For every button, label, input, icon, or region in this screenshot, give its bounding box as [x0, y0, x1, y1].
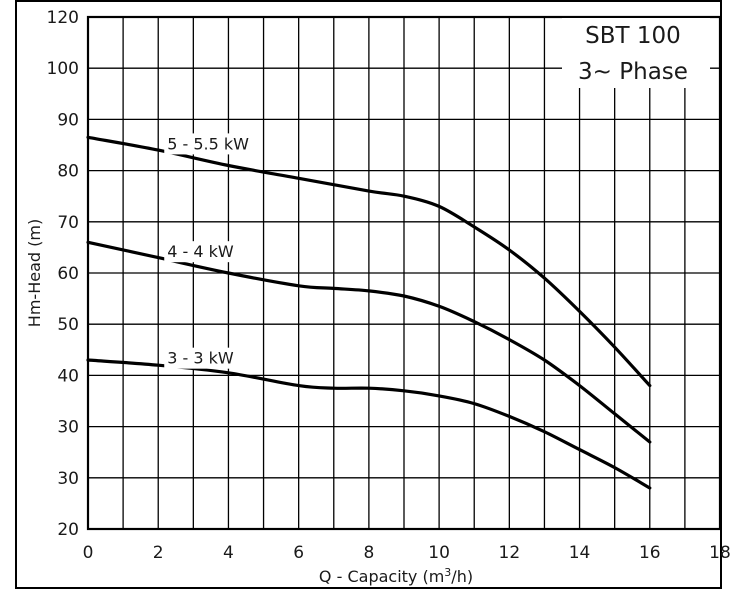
- y-tick-label: 30: [57, 469, 79, 489]
- x-axis-label-suffix: /h): [451, 567, 473, 586]
- x-tick-label: 4: [223, 543, 234, 563]
- grid-layer: [86, 15, 722, 531]
- x-tick-label: 0: [83, 543, 94, 563]
- series-line-1: [86, 135, 652, 388]
- chart-title: SBT 100: [585, 23, 681, 49]
- series-line-3: [86, 358, 652, 490]
- y-tick-label: 30: [57, 418, 79, 438]
- series-label-background: [164, 347, 237, 369]
- x-tick-label: 8: [363, 543, 374, 563]
- x-tick-label: 16: [639, 543, 661, 563]
- x-axis-label: Q - Capacity (m3/h): [319, 566, 473, 587]
- title-box: [562, 18, 710, 88]
- series-label-1: 5 - 5.5 kW: [167, 134, 249, 153]
- y-tick-label: 20: [57, 520, 79, 540]
- x-tick-label: 6: [293, 543, 304, 563]
- series-label-3: 3 - 3 kW: [167, 349, 234, 368]
- curve-layer: [86, 135, 652, 490]
- tick-layer: 0 2 4 6 8 10 12 14 16 18 20 30 30 40 50 60 70 80 90 100 120: [47, 8, 731, 563]
- series-label-2: 4 - 4 kW: [167, 242, 234, 261]
- y-tick-label: 80: [57, 162, 79, 182]
- x-tick-label: 10: [428, 543, 450, 563]
- y-axis-label: Hm-Head (m): [25, 219, 44, 327]
- plot-border: [86, 15, 722, 531]
- x-axis-label-superscript: 3: [444, 566, 451, 579]
- x-tick-label: 2: [153, 543, 164, 563]
- x-tick-label: 18: [709, 543, 731, 563]
- y-tick-label: 40: [57, 366, 79, 386]
- x-axis-label-prefix: Q - Capacity (m: [319, 567, 444, 586]
- series-label-layer: 5 - 5.5 kW 4 - 4 kW 3 - 3 kW: [164, 133, 253, 369]
- y-tick-label: 70: [57, 213, 79, 233]
- series-line-2: [86, 240, 652, 444]
- chart-subtitle: 3~ Phase: [578, 59, 688, 85]
- x-tick-label: 12: [499, 543, 521, 563]
- y-tick-label: 90: [57, 110, 79, 130]
- series-label-background: [164, 133, 253, 155]
- y-tick-label: 60: [57, 264, 79, 284]
- x-tick-label: 14: [569, 543, 591, 563]
- y-tick-label: 100: [47, 59, 79, 79]
- series-label-background: [164, 241, 237, 263]
- y-tick-label: 50: [57, 315, 79, 335]
- y-tick-label: 120: [47, 8, 79, 28]
